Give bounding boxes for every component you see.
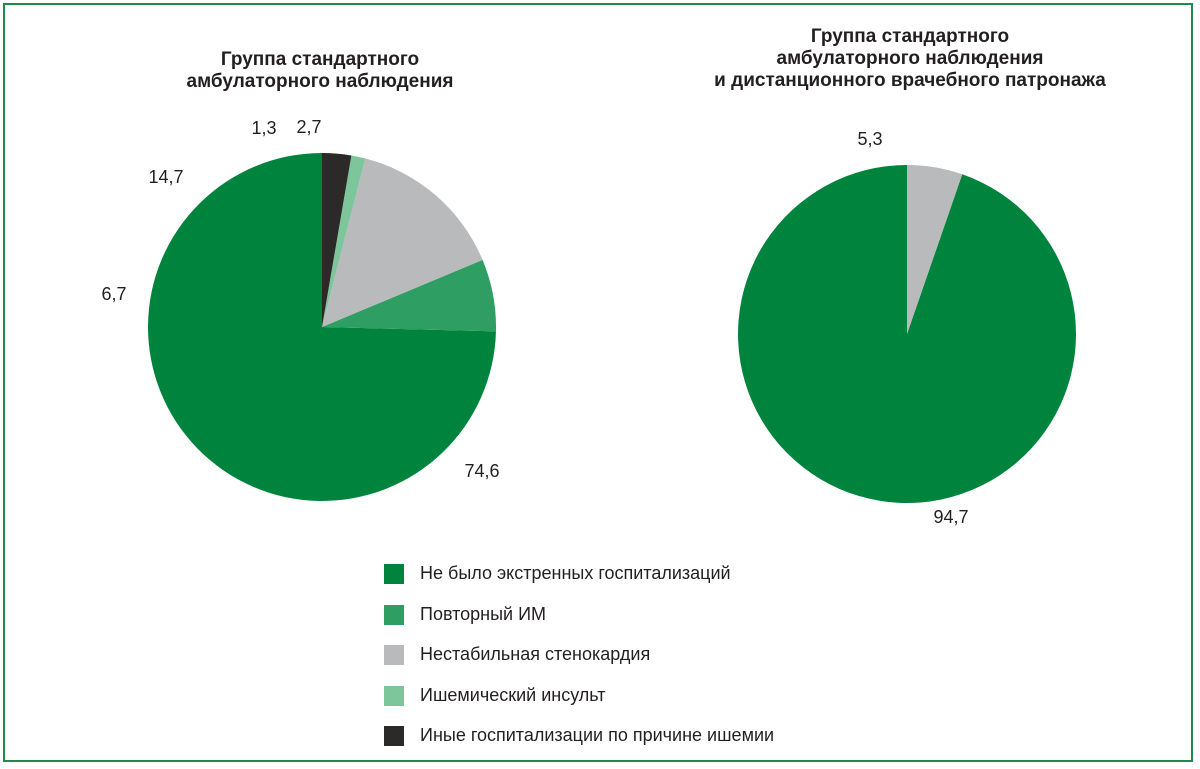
pie1-data-label-3: 14,7: [148, 167, 183, 187]
pie1-slice-5: [322, 153, 352, 327]
legend-swatch: [384, 604, 404, 625]
pie1-slice-3: [322, 158, 483, 327]
legend-swatch: [384, 685, 404, 706]
legend-label: Нестабильная стенокардия: [420, 644, 651, 664]
pie2-slice-2: [907, 164, 963, 334]
legend-label: Иные госпитализации по причине ишемии: [420, 725, 775, 745]
pie1-slice-2: [322, 259, 497, 332]
legend-swatch: [384, 645, 404, 665]
legend-label: Не было экстренных госпитализаций: [420, 563, 731, 583]
pie1-slice-1: [148, 153, 496, 501]
legend-label: Ишемический инсульт: [420, 684, 606, 705]
pie1-data-label-2: 6,7: [101, 284, 126, 304]
chart-title-left: Группа стандартного амбулаторного наблюд…: [186, 49, 454, 92]
pie2-data-label-2: 5,3: [857, 129, 882, 149]
pie1-data-label-4: 1,3: [251, 118, 276, 138]
legend-label: Повторный ИМ: [420, 603, 547, 624]
pie2-data-label-1: 94,7: [933, 507, 968, 527]
pie1-data-label-1: 74,6: [464, 461, 499, 481]
pie1-data-label-5: 2,7: [296, 117, 321, 137]
pie1-slice-4: [322, 155, 366, 327]
legend-swatch: [384, 564, 404, 584]
pie2-slice-1: [738, 165, 1077, 503]
chart-title-right: Группа стандартного амбулаторного наблюд…: [714, 26, 1106, 91]
legend-swatch: [384, 726, 404, 746]
